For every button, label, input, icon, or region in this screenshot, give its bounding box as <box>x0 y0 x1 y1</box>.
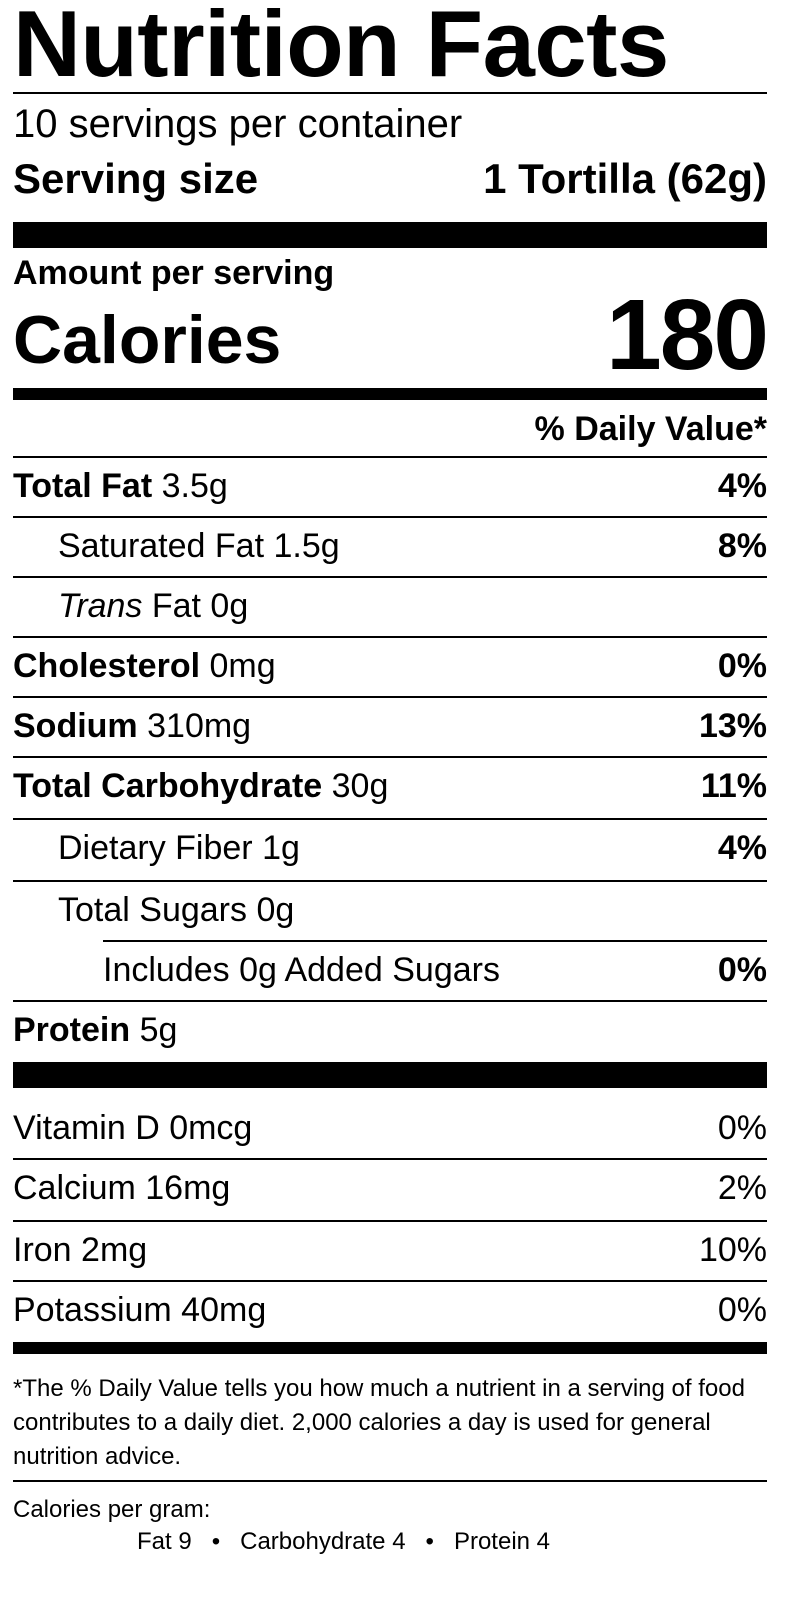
divider <box>13 92 767 94</box>
vitamin-name: Iron 2mg <box>13 1231 148 1269</box>
divider <box>13 696 767 698</box>
nutrient-amount: 0mg <box>209 647 276 685</box>
nutrient-amount: 1.5g <box>273 527 340 565</box>
nutrient-daily-value: 0% <box>717 647 767 685</box>
nutrient-row-sodium: Sodium 310mg 13% <box>13 696 767 756</box>
vitamin-name: Calcium 16mg <box>13 1169 231 1207</box>
nutrient-row-total-fat: Total Fat 3.5g 4% <box>13 456 767 516</box>
divider <box>13 576 767 578</box>
nutrient-row-trans-fat: Trans Fat 0g <box>13 576 767 636</box>
servings-per-container: 10 servings per container <box>13 102 463 146</box>
vitamin-daily-value: 10% <box>698 1231 767 1269</box>
nutrient-name: Protein <box>13 1011 131 1049</box>
divider <box>13 516 767 518</box>
nutrient-name: Cholesterol <box>13 647 201 685</box>
nutrient-name: Total Sugars <box>58 891 247 929</box>
protein-calories: Protein 4 <box>453 1528 551 1555</box>
calories-value: 180 <box>606 279 769 391</box>
nutrient-daily-value: 8% <box>717 527 767 565</box>
thick-divider <box>13 222 767 248</box>
nutrient-name: Saturated Fat <box>58 527 265 565</box>
medium-divider <box>13 388 767 400</box>
nutrient-amount: 1g <box>262 829 300 867</box>
label-title: Nutrition Facts <box>13 0 669 96</box>
nutrient-row-cholesterol: Cholesterol 0mg 0% <box>13 636 767 696</box>
vitamin-row-vitamin-d: Vitamin D 0mcg 0% <box>13 1098 767 1158</box>
nutrient-row-total-carbohydrate: Total Carbohydrate 30g 11% <box>13 756 767 816</box>
nutrient-row-dietary-fiber: Dietary Fiber 1g 4% <box>13 818 767 878</box>
vitamin-row-iron: Iron 2mg 10% <box>13 1220 767 1280</box>
vitamin-row-potassium: Potassium 40mg 0% <box>13 1280 767 1340</box>
nutrient-daily-value: 13% <box>698 707 767 745</box>
nutrient-name: Dietary Fiber <box>58 829 253 867</box>
nutrient-amount: 5g <box>139 1011 178 1049</box>
fat-calories: Fat 9 <box>137 1528 192 1555</box>
nutrient-name-suffix: Fat <box>151 587 201 625</box>
nutrient-amount: 3.5g <box>161 467 228 505</box>
nutrient-amount: 310mg <box>147 707 252 745</box>
nutrient-name: Total Carbohydrate <box>13 767 323 805</box>
vitamin-daily-value: 0% <box>717 1291 767 1329</box>
divider <box>13 456 767 458</box>
vitamin-row-calcium: Calcium 16mg 2% <box>13 1158 767 1218</box>
nutrient-amount: 0g <box>256 891 295 929</box>
nutrient-row-saturated-fat: Saturated Fat 1.5g 8% <box>13 516 767 576</box>
nutrition-facts-label: Nutrition Facts 10 servings per containe… <box>13 0 769 1600</box>
vitamin-name: Vitamin D 0mcg <box>13 1109 253 1147</box>
calories-per-gram-values: Fat 9 • Carbohydrate 4 • Protein 4 <box>137 1526 550 1558</box>
bullet-separator: • <box>425 1528 434 1555</box>
nutrient-daily-value: 4% <box>717 829 767 867</box>
divider <box>13 756 767 758</box>
divider <box>103 940 767 942</box>
vitamin-daily-value: 0% <box>717 1109 767 1147</box>
nutrient-name: Total Fat <box>13 467 153 505</box>
nutrient-row-total-sugars: Total Sugars 0g <box>13 880 767 940</box>
nutrient-amount: 0g <box>210 587 249 625</box>
divider <box>13 1220 767 1222</box>
serving-size-label: Serving size <box>13 155 259 202</box>
medium-divider <box>13 1342 767 1354</box>
nutrient-row-protein: Protein 5g <box>13 1000 767 1060</box>
nutrient-row-added-sugars: Includes 0g Added Sugars 0% <box>13 940 767 1000</box>
divider <box>13 818 767 820</box>
divider <box>13 1480 767 1482</box>
nutrient-name: Trans <box>58 587 143 625</box>
nutrient-daily-value: 0% <box>717 951 767 989</box>
daily-value-header: % Daily Value* <box>534 410 767 448</box>
nutrient-name: Includes 0g Added Sugars <box>103 951 500 989</box>
divider <box>13 1000 767 1002</box>
divider <box>13 1158 767 1160</box>
carbohydrate-calories: Carbohydrate 4 <box>240 1528 406 1555</box>
divider <box>13 1280 767 1282</box>
serving-size-value: 1 Tortilla (62g) <box>483 155 767 202</box>
calories-per-gram-label: Calories per gram: <box>13 1496 211 1523</box>
thick-divider <box>13 1062 767 1088</box>
divider <box>13 880 767 882</box>
bullet-separator: • <box>211 1528 221 1555</box>
divider <box>13 636 767 638</box>
calories-label: Calories <box>13 302 282 378</box>
vitamin-daily-value: 2% <box>717 1169 767 1207</box>
nutrient-daily-value: 11% <box>700 767 767 805</box>
daily-value-footnote: *The % Daily Value tells you how much a … <box>13 1375 745 1470</box>
nutrient-name: Sodium <box>13 707 138 745</box>
nutrient-amount: 30g <box>331 767 389 805</box>
amount-per-serving: Amount per serving <box>13 254 335 292</box>
nutrient-daily-value: 4% <box>717 467 767 505</box>
vitamin-name: Potassium 40mg <box>13 1291 267 1329</box>
